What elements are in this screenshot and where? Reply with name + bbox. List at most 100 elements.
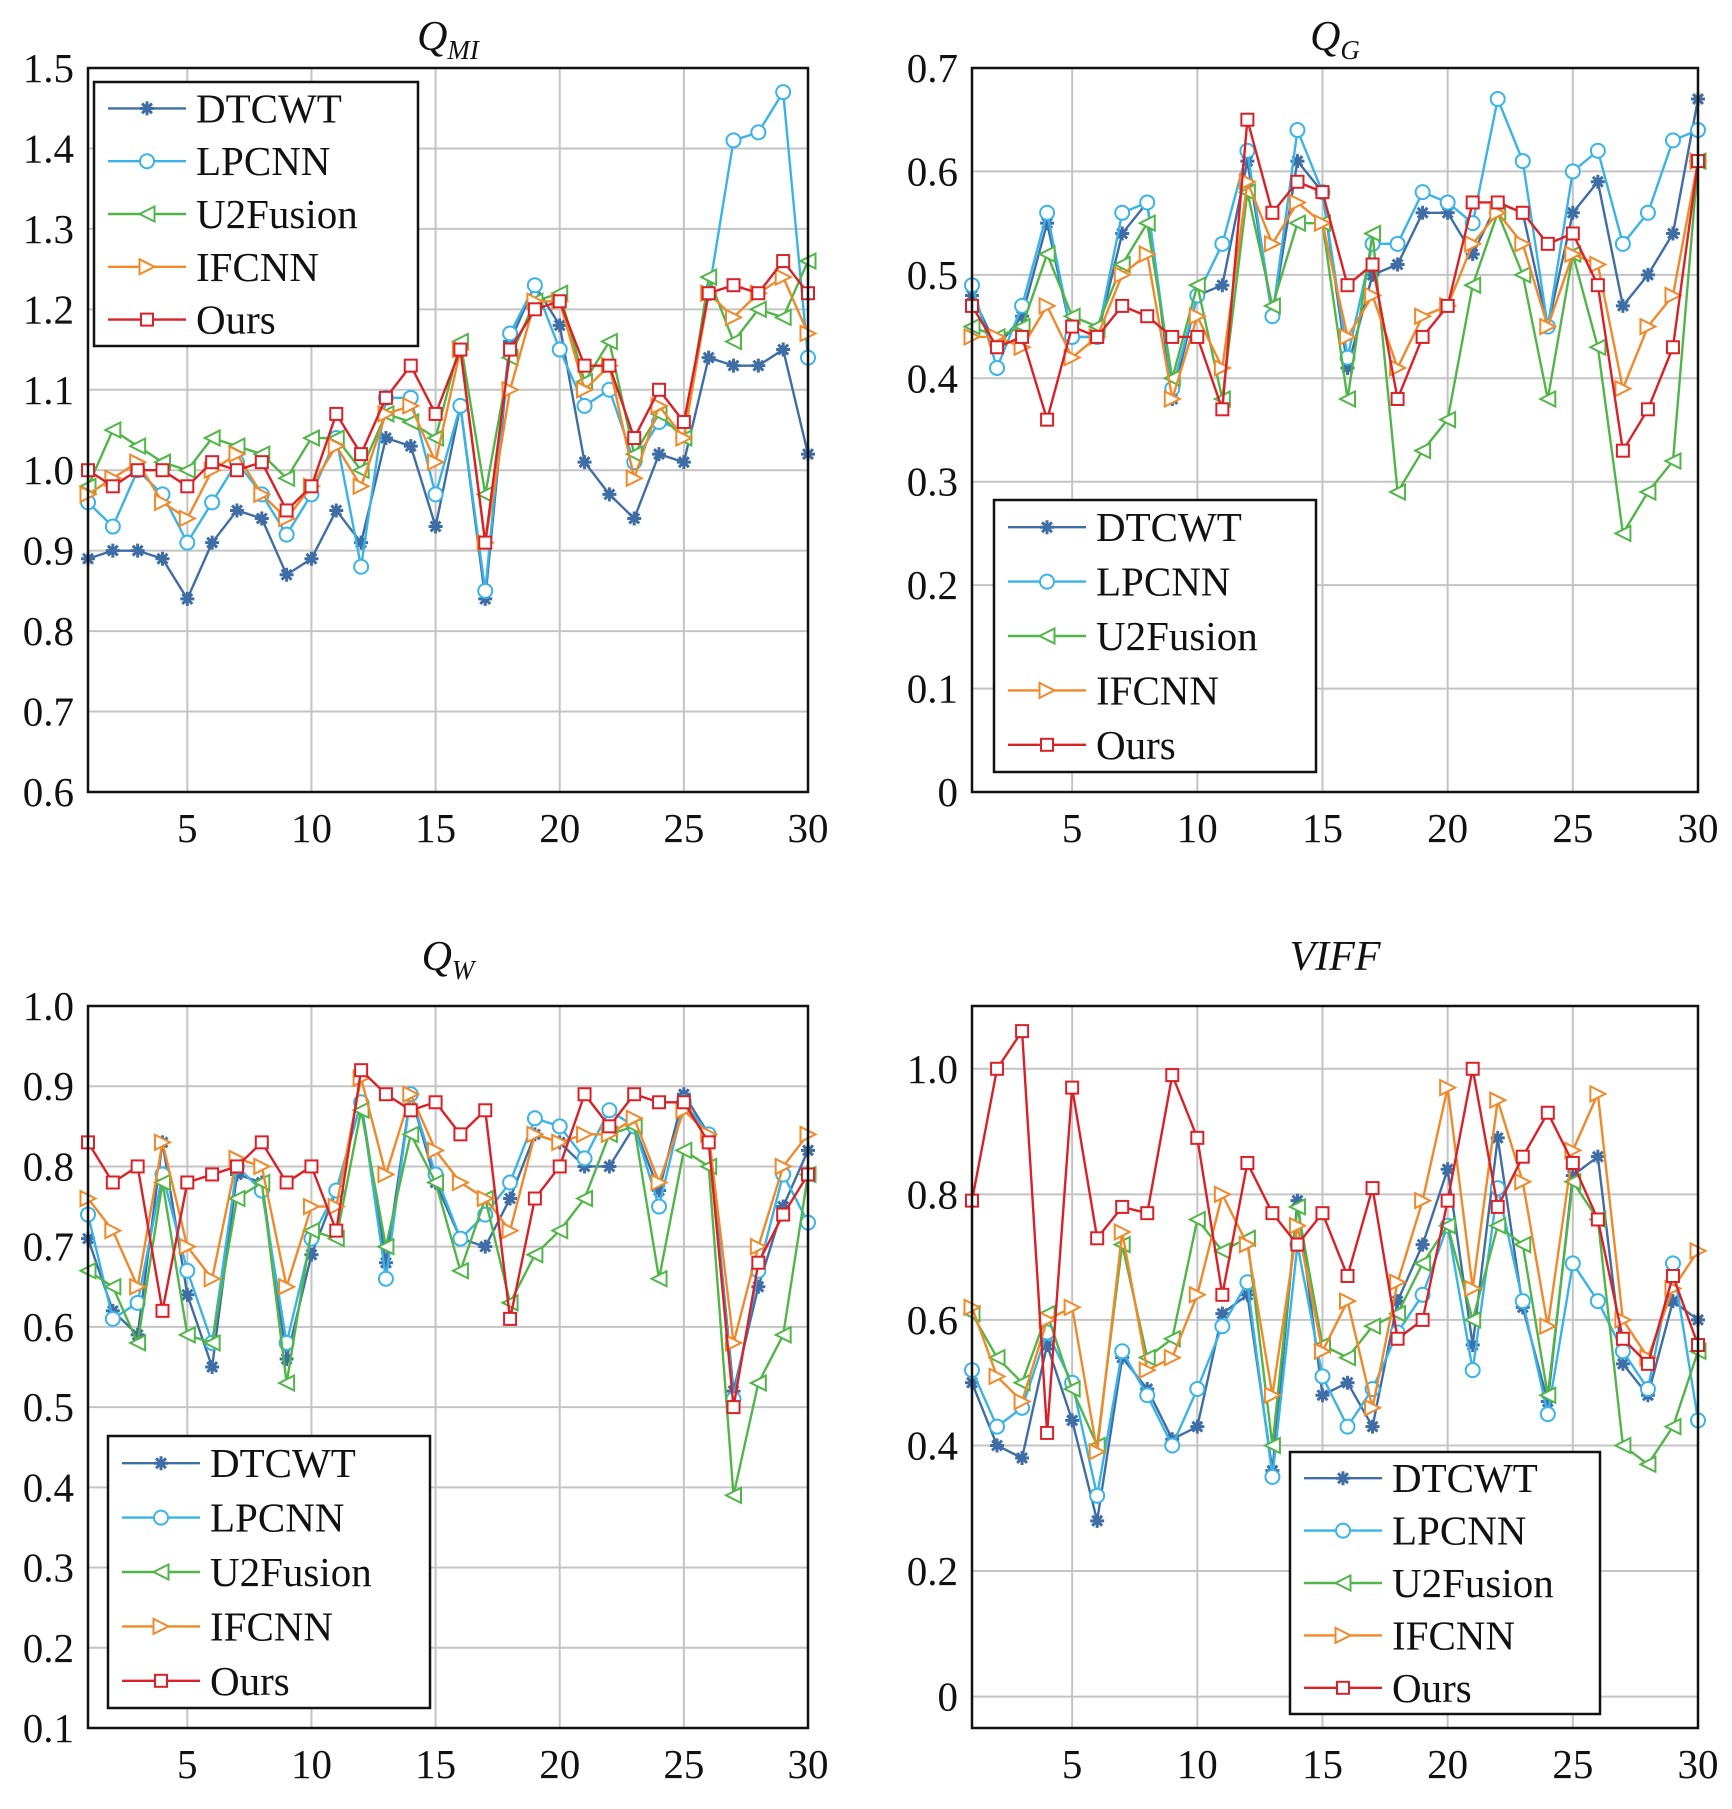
data-point xyxy=(103,1277,122,1296)
data-point xyxy=(1664,132,1681,149)
data-point xyxy=(1288,193,1308,212)
data-point xyxy=(1590,278,1605,293)
data-point xyxy=(1639,317,1658,336)
data-point xyxy=(652,1095,667,1110)
legend-item: LPCNN xyxy=(1304,1508,1526,1554)
series-lpcnn xyxy=(80,84,816,599)
data-point xyxy=(1564,163,1581,180)
data-point xyxy=(1415,205,1430,220)
data-point xyxy=(525,1245,544,1264)
data-point xyxy=(1015,329,1030,344)
data-point xyxy=(1590,1149,1605,1164)
legend-label: IFCNN xyxy=(210,1603,333,1649)
data-point xyxy=(1639,204,1656,221)
x-tick-label: 20 xyxy=(539,1741,580,1787)
legend-marker xyxy=(1040,737,1054,752)
data-point xyxy=(551,1118,568,1135)
data-point xyxy=(1490,1199,1505,1214)
data-point xyxy=(177,1325,196,1345)
x-tick-label: 25 xyxy=(1552,1741,1593,1787)
data-point xyxy=(1465,195,1480,210)
data-point xyxy=(501,1221,520,1240)
chart-panel-3: QW 5 10 15 20 25 30 0.1 0.2 0.3 0.4 0.5 0.6 0.7 0.8 0.9… xyxy=(23,934,829,1787)
data-point xyxy=(301,1221,320,1240)
legend-marker xyxy=(139,153,155,170)
data-point xyxy=(1665,226,1680,241)
y-tick-label: 1.0 xyxy=(23,447,74,493)
data-point xyxy=(1340,1375,1355,1390)
data-point xyxy=(205,535,220,550)
data-point xyxy=(1262,296,1281,316)
data-point xyxy=(990,1061,1005,1076)
series-ours xyxy=(965,1024,1705,1440)
data-point xyxy=(205,1360,220,1374)
data-point xyxy=(701,350,716,365)
data-point xyxy=(1139,194,1156,211)
data-point xyxy=(1390,1294,1405,1309)
series-line xyxy=(970,1086,1699,1453)
data-point xyxy=(675,428,694,448)
data-point xyxy=(1263,1386,1283,1405)
data-point xyxy=(1513,1235,1532,1254)
data-point xyxy=(1340,278,1355,293)
data-point xyxy=(1362,224,1382,243)
data-point xyxy=(1364,286,1383,305)
data-point xyxy=(1665,1268,1680,1283)
data-point xyxy=(353,558,370,575)
data-point xyxy=(1040,1338,1055,1353)
legend-item: Ours xyxy=(1304,1665,1472,1711)
data-point xyxy=(1615,1356,1630,1371)
data-point xyxy=(180,1287,195,1302)
data-point xyxy=(1564,245,1583,264)
legend-marker xyxy=(1336,1471,1350,1486)
data-point xyxy=(1588,338,1607,357)
data-point xyxy=(127,1333,147,1353)
x-tick-label: 15 xyxy=(415,1741,456,1787)
data-point xyxy=(776,1199,791,1214)
data-point xyxy=(453,342,468,357)
data-point xyxy=(1640,1356,1655,1371)
data-point xyxy=(105,1175,120,1190)
y-tick-label: 0.5 xyxy=(907,252,958,298)
data-point xyxy=(1040,412,1055,427)
data-point xyxy=(552,318,567,333)
x-tick-label: 5 xyxy=(177,1741,198,1787)
data-point xyxy=(1112,255,1131,274)
data-point xyxy=(990,1438,1005,1453)
data-point xyxy=(1290,1193,1305,1208)
legend-marker xyxy=(154,1673,168,1688)
data-point xyxy=(1390,257,1405,272)
legend-label: DTCWT xyxy=(1392,1455,1538,1501)
data-point xyxy=(478,1239,493,1254)
data-point xyxy=(1287,214,1306,233)
data-point xyxy=(329,406,344,421)
data-point xyxy=(725,132,742,149)
data-point xyxy=(748,300,767,319)
legend-item: U2Fusion xyxy=(1008,613,1258,659)
legend-marker xyxy=(140,101,154,116)
data-point xyxy=(726,358,741,373)
x-tick-label: 30 xyxy=(788,805,829,851)
legend-marker xyxy=(152,1617,171,1636)
data-point xyxy=(352,477,371,496)
data-point xyxy=(1589,142,1606,159)
data-point xyxy=(180,1175,195,1190)
x-tick-label: 30 xyxy=(1678,1741,1719,1787)
plot-frame xyxy=(970,1004,1700,1730)
data-point xyxy=(179,1262,196,1279)
y-tick-label: 0.4 xyxy=(907,355,958,401)
data-point xyxy=(651,1198,668,1215)
data-point xyxy=(650,1173,669,1192)
data-point xyxy=(1389,358,1408,378)
y-tick-label: 0.8 xyxy=(907,1171,958,1217)
data-point xyxy=(1190,1419,1205,1434)
data-point xyxy=(105,479,120,494)
data-point xyxy=(1565,1155,1580,1170)
data-point xyxy=(1464,1279,1483,1298)
series-ours xyxy=(81,1063,815,1415)
data-point xyxy=(127,436,147,456)
data-point xyxy=(179,534,196,551)
data-point xyxy=(152,1173,171,1192)
legend-marker xyxy=(1334,1626,1353,1645)
y-tick-label: 1.1 xyxy=(23,367,74,413)
